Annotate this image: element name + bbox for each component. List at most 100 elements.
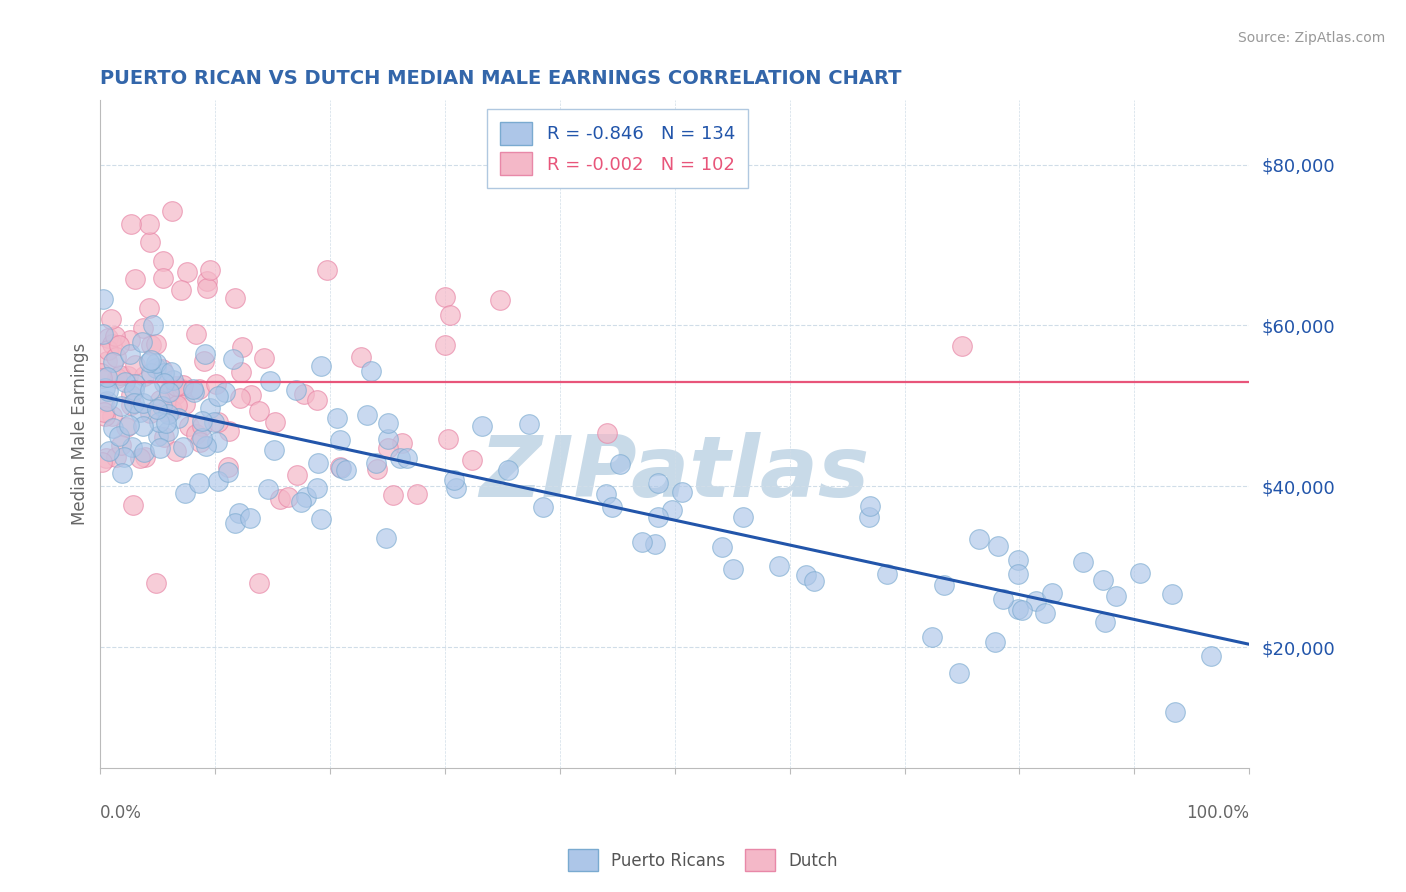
- Point: [131, 321, 153, 335]
- Point: [198, 401, 221, 416]
- Point: [630, 535, 652, 549]
- Point: [391, 436, 413, 450]
- Point: [496, 463, 519, 477]
- Point: [93, 409, 115, 423]
- Point: [114, 375, 136, 389]
- Point: [187, 383, 209, 397]
- Point: [595, 487, 617, 501]
- Point: [153, 366, 176, 380]
- Point: [124, 358, 146, 372]
- Point: [229, 365, 252, 379]
- Point: [166, 398, 188, 412]
- Point: [103, 355, 125, 369]
- Point: [239, 511, 262, 525]
- Point: [388, 450, 411, 465]
- Point: [292, 387, 315, 401]
- Point: [671, 484, 693, 499]
- Point: [194, 439, 217, 453]
- Point: [145, 360, 167, 375]
- Point: [858, 510, 880, 524]
- Point: [121, 440, 143, 454]
- Point: [231, 340, 253, 354]
- Point: [149, 441, 172, 455]
- Y-axis label: Median Male Earnings: Median Male Earnings: [72, 343, 89, 525]
- Point: [991, 592, 1014, 607]
- Point: [350, 350, 373, 364]
- Point: [173, 486, 195, 500]
- Text: Source: ZipAtlas.com: Source: ZipAtlas.com: [1237, 31, 1385, 45]
- Point: [207, 474, 229, 488]
- Point: [145, 575, 167, 590]
- Point: [395, 450, 418, 465]
- Point: [366, 462, 388, 476]
- Point: [190, 419, 212, 434]
- Point: [202, 415, 225, 429]
- Point: [249, 403, 271, 417]
- Point: [329, 433, 352, 447]
- Point: [112, 450, 135, 465]
- Point: [184, 327, 207, 342]
- Point: [1094, 615, 1116, 630]
- Point: [141, 353, 163, 368]
- Point: [183, 384, 205, 399]
- Point: [377, 417, 399, 431]
- Point: [1025, 594, 1047, 608]
- Point: [152, 271, 174, 285]
- Point: [329, 459, 352, 474]
- Point: [195, 274, 218, 288]
- Point: [93, 405, 115, 419]
- Point: [1164, 706, 1187, 720]
- Point: [145, 355, 167, 369]
- Point: [124, 377, 146, 392]
- Point: [377, 441, 399, 455]
- Point: [96, 354, 118, 368]
- Point: [105, 450, 128, 464]
- Point: [142, 318, 165, 332]
- Point: [170, 283, 193, 297]
- Point: [132, 396, 155, 410]
- Point: [987, 540, 1010, 554]
- Point: [214, 384, 236, 399]
- Point: [120, 218, 142, 232]
- Point: [184, 426, 207, 441]
- Point: [325, 411, 347, 425]
- Point: [661, 502, 683, 516]
- Point: [97, 343, 120, 357]
- Point: [221, 351, 243, 366]
- Point: [263, 443, 285, 458]
- Point: [145, 337, 167, 351]
- Point: [91, 326, 114, 341]
- Point: [329, 461, 352, 475]
- Point: [731, 510, 754, 524]
- Point: [217, 465, 239, 479]
- Legend: Puerto Ricans, Dutch: Puerto Ricans, Dutch: [560, 841, 846, 880]
- Point: [148, 429, 170, 443]
- Point: [309, 512, 332, 526]
- Point: [91, 371, 114, 385]
- Point: [596, 425, 619, 440]
- Point: [364, 456, 387, 470]
- Point: [139, 338, 162, 352]
- Point: [710, 541, 733, 555]
- Point: [165, 443, 187, 458]
- Point: [721, 562, 744, 576]
- Point: [132, 368, 155, 383]
- Point: [124, 396, 146, 410]
- Point: [153, 430, 176, 444]
- Point: [647, 509, 669, 524]
- Point: [434, 337, 457, 351]
- Point: [489, 293, 512, 307]
- Point: [134, 450, 156, 464]
- Point: [91, 292, 114, 306]
- Point: [97, 331, 120, 345]
- Point: [375, 531, 398, 545]
- Point: [100, 311, 122, 326]
- Point: [129, 450, 152, 465]
- Point: [193, 354, 215, 368]
- Point: [172, 440, 194, 454]
- Point: [1042, 586, 1064, 600]
- Point: [132, 418, 155, 433]
- Point: [174, 397, 197, 411]
- Point: [118, 418, 141, 433]
- Point: [176, 265, 198, 279]
